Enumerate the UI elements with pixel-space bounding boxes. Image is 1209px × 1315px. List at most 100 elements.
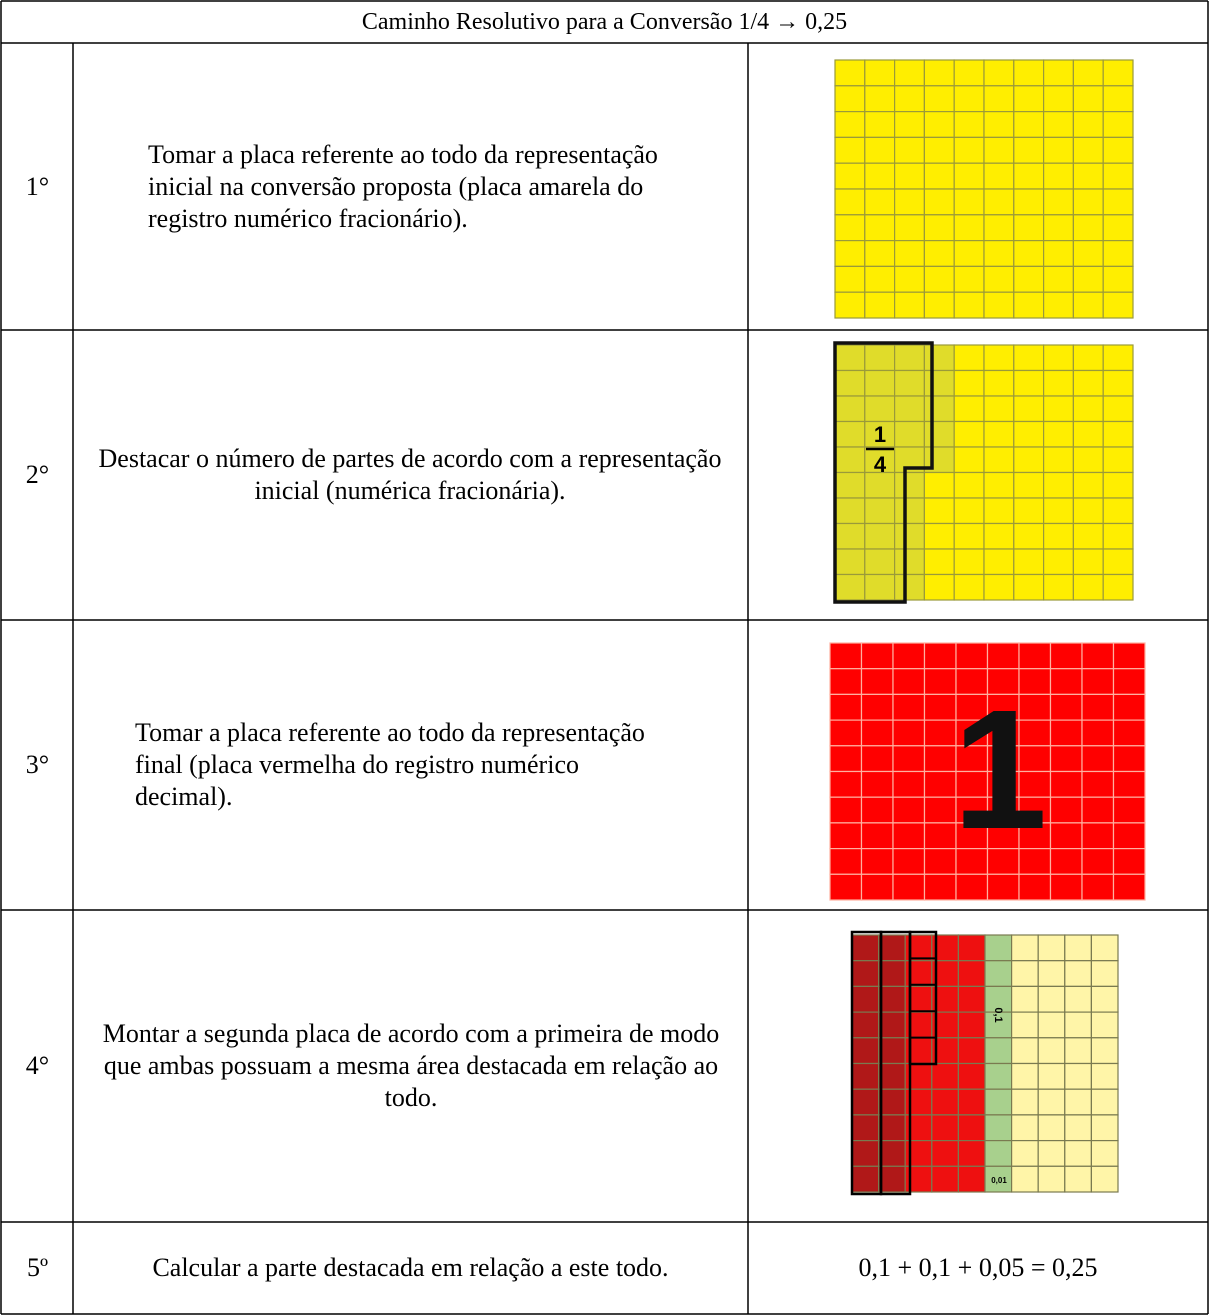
grid-cell — [1090, 960, 1119, 988]
grid-cell — [864, 548, 896, 576]
grid-cell — [892, 719, 926, 747]
grid-cell — [864, 214, 896, 242]
grid-cell — [1072, 344, 1104, 372]
grid-cell — [983, 59, 1015, 87]
grid-cell — [829, 770, 863, 798]
grid-cell — [1018, 796, 1052, 824]
step: 1° — [25, 171, 50, 201]
grid-cell — [1102, 85, 1134, 113]
grid-cell — [1018, 770, 1052, 798]
grid-cell — [1090, 985, 1119, 1013]
fraction-denominator: 4 — [874, 452, 887, 477]
grid-cell — [864, 344, 896, 372]
grid-cell — [957, 934, 986, 962]
grid-cell — [851, 1114, 880, 1142]
grid-cell — [864, 369, 896, 397]
grid-cell — [931, 1139, 959, 1167]
grid-cell — [860, 668, 894, 696]
grid-cell — [1010, 1139, 1039, 1167]
grid-cell — [893, 344, 925, 372]
grid-cell — [923, 873, 957, 901]
grid-cell — [1072, 265, 1104, 293]
grid-cell — [829, 693, 863, 721]
grid-cell — [1042, 369, 1074, 397]
grid-cell — [1102, 573, 1134, 601]
grid-cell — [1018, 642, 1052, 670]
grid-cell — [986, 796, 1020, 824]
grid-cell — [893, 265, 925, 293]
grid-cell — [893, 85, 925, 113]
grid-cell — [1049, 642, 1083, 670]
grid-cell — [1112, 719, 1146, 747]
step: 5º — [26, 1252, 49, 1282]
grid-cell — [953, 522, 985, 550]
grid-cell — [864, 136, 896, 164]
grid-cell — [1037, 934, 1066, 962]
grid-cell — [1102, 471, 1134, 499]
grid-cell — [1010, 1011, 1039, 1039]
result: 0,1 + 0,1 + 0,05 = 0,25 — [858, 1252, 1098, 1282]
grid-cell — [1102, 110, 1134, 138]
grid-cell — [1049, 847, 1083, 875]
grid-cell — [834, 265, 866, 293]
grid-cell — [983, 471, 1015, 499]
grid-cell — [1072, 369, 1104, 397]
grid-cell — [1112, 822, 1146, 850]
grid-cell — [851, 1062, 880, 1090]
grid-cell — [877, 1037, 906, 1065]
grid-cell — [893, 240, 925, 268]
grid-cell — [1112, 873, 1146, 901]
grid-cell — [923, 136, 955, 164]
grid-cell — [1072, 188, 1104, 216]
grid-cell — [1081, 822, 1115, 850]
grid-cell — [983, 85, 1015, 113]
grid-cell — [1112, 668, 1146, 696]
grid-cell — [923, 668, 957, 696]
grid-cell — [1064, 1139, 1093, 1167]
grid-cell — [1064, 1037, 1093, 1065]
grid-cell — [986, 642, 1020, 670]
grid-cell — [1013, 110, 1045, 138]
grid-cell — [1018, 847, 1052, 875]
grid-cell — [983, 188, 1015, 216]
grid-cell — [931, 1088, 959, 1116]
grid-cell — [892, 668, 926, 696]
grid-cell — [984, 1114, 1013, 1142]
grid-cell — [1081, 847, 1115, 875]
grid-cell — [1042, 522, 1074, 550]
grid-cell — [834, 369, 866, 397]
grid-cell — [860, 693, 894, 721]
grid-cell — [860, 642, 894, 670]
grid-cell — [892, 693, 926, 721]
grid-cell — [957, 1062, 986, 1090]
grid-cell — [957, 1037, 986, 1065]
grid-cell — [923, 548, 955, 576]
grid-cell — [893, 471, 925, 499]
grid-cell — [1042, 471, 1074, 499]
grid-cell — [834, 188, 866, 216]
grid-cell — [860, 770, 894, 798]
grid-cell — [953, 446, 985, 474]
grid-cell — [1064, 934, 1093, 962]
grid-cell — [1042, 136, 1074, 164]
grid-cell — [953, 573, 985, 601]
grid-cell — [1072, 548, 1104, 576]
grid-cell — [955, 796, 989, 824]
grid-cell — [1072, 395, 1104, 423]
grid-cell — [829, 745, 863, 773]
grid-cell — [1081, 873, 1115, 901]
grid-cell — [892, 770, 926, 798]
grid-cell — [983, 291, 1015, 319]
grid-cell — [877, 1088, 906, 1116]
grid-cell — [984, 1037, 1013, 1065]
grid-cell — [829, 642, 863, 670]
grid-cell — [1064, 985, 1093, 1013]
grid-cell — [1049, 693, 1083, 721]
grid-cell — [1018, 719, 1052, 747]
grid-cell — [829, 668, 863, 696]
grid-cell — [955, 642, 989, 670]
grid-cell — [1081, 642, 1115, 670]
grid-cell — [877, 985, 906, 1013]
grid-cell — [1072, 162, 1104, 190]
